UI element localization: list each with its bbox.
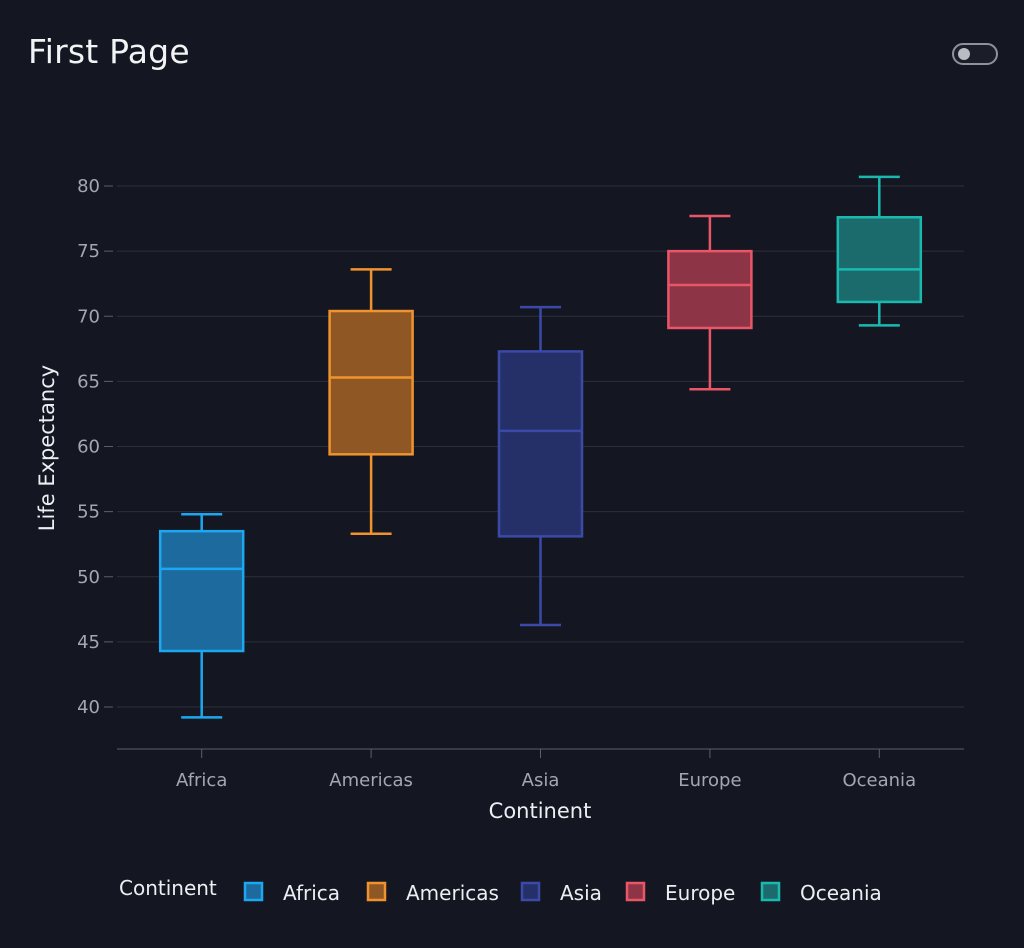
xtick-label: Americas	[329, 770, 413, 791]
legend-title: Continent	[119, 876, 217, 900]
xtick-label: Asia	[522, 770, 560, 791]
legend-swatch	[366, 881, 387, 902]
ytick-label: 40	[77, 697, 100, 718]
ytick-label: 75	[77, 241, 100, 262]
toggle-knob	[958, 48, 970, 60]
legend-swatch	[625, 881, 646, 902]
box-asia[interactable]	[497, 305, 584, 627]
legend-item-africa[interactable]: Africa	[243, 881, 340, 905]
xtick-label: Africa	[176, 770, 227, 791]
legend-item-asia[interactable]: Asia	[520, 881, 602, 905]
legend-swatch	[243, 881, 264, 902]
legend-swatch	[520, 881, 541, 902]
ytick-label: 55	[77, 502, 100, 523]
ytick-label: 50	[77, 567, 100, 588]
iqr-box	[836, 216, 923, 304]
box-africa[interactable]	[158, 512, 245, 719]
legend-item-oceania[interactable]: Oceania	[760, 881, 882, 905]
legend-label: Oceania	[800, 881, 882, 905]
legend-label: Europe	[665, 881, 735, 905]
box-layer	[158, 175, 923, 719]
legend-item-americas[interactable]: Americas	[366, 881, 499, 905]
x-tick-labels: Africa Americas Asia Europe Oceania	[176, 749, 916, 791]
ytick-label: 45	[77, 632, 100, 653]
y-tick-labels: 40 45 50 55 60 65 70 75 80	[77, 176, 113, 718]
ytick-label: 70	[77, 306, 100, 327]
ytick-label: 65	[77, 371, 100, 392]
iqr-box	[328, 309, 414, 456]
iqr-box	[158, 529, 245, 653]
box-europe[interactable]	[667, 214, 753, 391]
ytick-label: 60	[77, 437, 100, 458]
legend: Africa Americas Asia Europe Oceania	[243, 881, 882, 905]
xtick-label: Oceania	[842, 770, 916, 791]
legend-swatch	[760, 881, 781, 902]
box-oceania[interactable]	[836, 175, 923, 327]
legend-label: Americas	[406, 881, 499, 905]
iqr-box	[497, 350, 584, 538]
y-axis-title: Life Expectancy	[35, 365, 59, 531]
legend-item-europe[interactable]: Europe	[625, 881, 735, 905]
ytick-label: 80	[77, 176, 100, 197]
x-axis-title: Continent	[489, 799, 592, 823]
iqr-box	[667, 249, 753, 330]
box-americas[interactable]	[328, 268, 414, 536]
theme-toggle[interactable]	[952, 43, 998, 65]
legend-label: Africa	[283, 881, 340, 905]
page-title: First Page	[28, 32, 190, 71]
legend-label: Asia	[560, 881, 602, 905]
xtick-label: Europe	[678, 770, 741, 791]
